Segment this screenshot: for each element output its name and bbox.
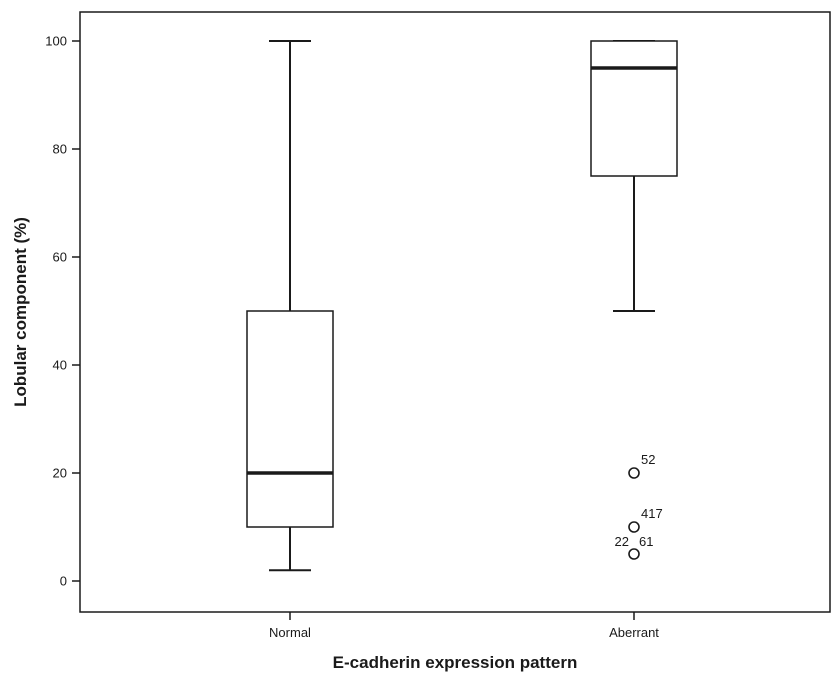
box-aberrant: 52 417 22 61 — [590, 40, 678, 560]
outlier-point — [628, 548, 640, 560]
box-normal — [246, 40, 334, 572]
iqr-box — [246, 310, 334, 528]
iqr-box — [590, 40, 678, 177]
x-axis-title: E-cadherin expression pattern — [333, 653, 578, 672]
y-tick-label: 20 — [53, 466, 67, 481]
y-axis-title: Lobular component (%) — [11, 217, 30, 407]
y-axis: 0 20 40 60 80 100 — [45, 34, 80, 589]
boxes: 52 417 22 61 — [246, 40, 678, 572]
outlier-label: 22 — [615, 534, 629, 549]
outlier-label: 61 — [639, 534, 653, 549]
plot-frame — [79, 11, 831, 613]
x-axis: Normal Aberrant — [269, 612, 659, 640]
outlier-point — [628, 521, 640, 533]
y-tick-label: 60 — [53, 250, 67, 265]
x-tick-label: Aberrant — [609, 625, 659, 640]
y-tick-label: 80 — [53, 142, 67, 157]
y-tick-label: 0 — [60, 574, 67, 589]
outlier-point — [628, 467, 640, 479]
outlier-label: 417 — [641, 506, 663, 521]
outlier-label: 52 — [641, 452, 655, 467]
x-tick-label: Normal — [269, 625, 311, 640]
y-tick-label: 100 — [45, 34, 67, 49]
y-tick-label: 40 — [53, 358, 67, 373]
